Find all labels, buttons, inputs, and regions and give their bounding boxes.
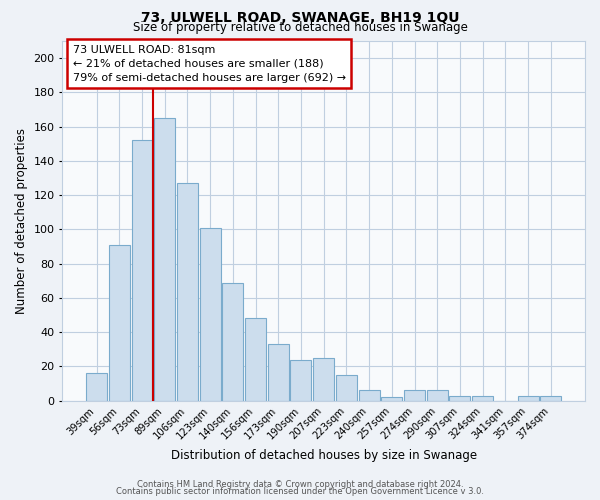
Bar <box>518 396 539 400</box>
Bar <box>268 344 289 401</box>
Text: Size of property relative to detached houses in Swanage: Size of property relative to detached ho… <box>133 21 467 34</box>
Bar <box>290 360 311 401</box>
Bar <box>541 396 561 400</box>
Bar <box>313 358 334 401</box>
Bar <box>177 183 198 400</box>
Bar <box>109 245 130 400</box>
Bar <box>404 390 425 400</box>
Bar <box>336 375 357 400</box>
Bar <box>449 396 470 400</box>
X-axis label: Distribution of detached houses by size in Swanage: Distribution of detached houses by size … <box>170 450 477 462</box>
Bar <box>86 374 107 400</box>
Y-axis label: Number of detached properties: Number of detached properties <box>15 128 28 314</box>
Bar <box>382 398 402 400</box>
Bar <box>200 228 221 400</box>
Bar <box>427 390 448 400</box>
Text: 73, ULWELL ROAD, SWANAGE, BH19 1QU: 73, ULWELL ROAD, SWANAGE, BH19 1QU <box>141 11 459 25</box>
Text: Contains HM Land Registry data © Crown copyright and database right 2024.: Contains HM Land Registry data © Crown c… <box>137 480 463 489</box>
Text: 73 ULWELL ROAD: 81sqm
← 21% of detached houses are smaller (188)
79% of semi-det: 73 ULWELL ROAD: 81sqm ← 21% of detached … <box>73 44 346 82</box>
Bar <box>245 318 266 400</box>
Text: Contains public sector information licensed under the Open Government Licence v : Contains public sector information licen… <box>116 488 484 496</box>
Bar <box>472 396 493 400</box>
Bar <box>131 140 152 400</box>
Bar <box>359 390 380 400</box>
Bar <box>223 282 243 401</box>
Bar <box>154 118 175 401</box>
